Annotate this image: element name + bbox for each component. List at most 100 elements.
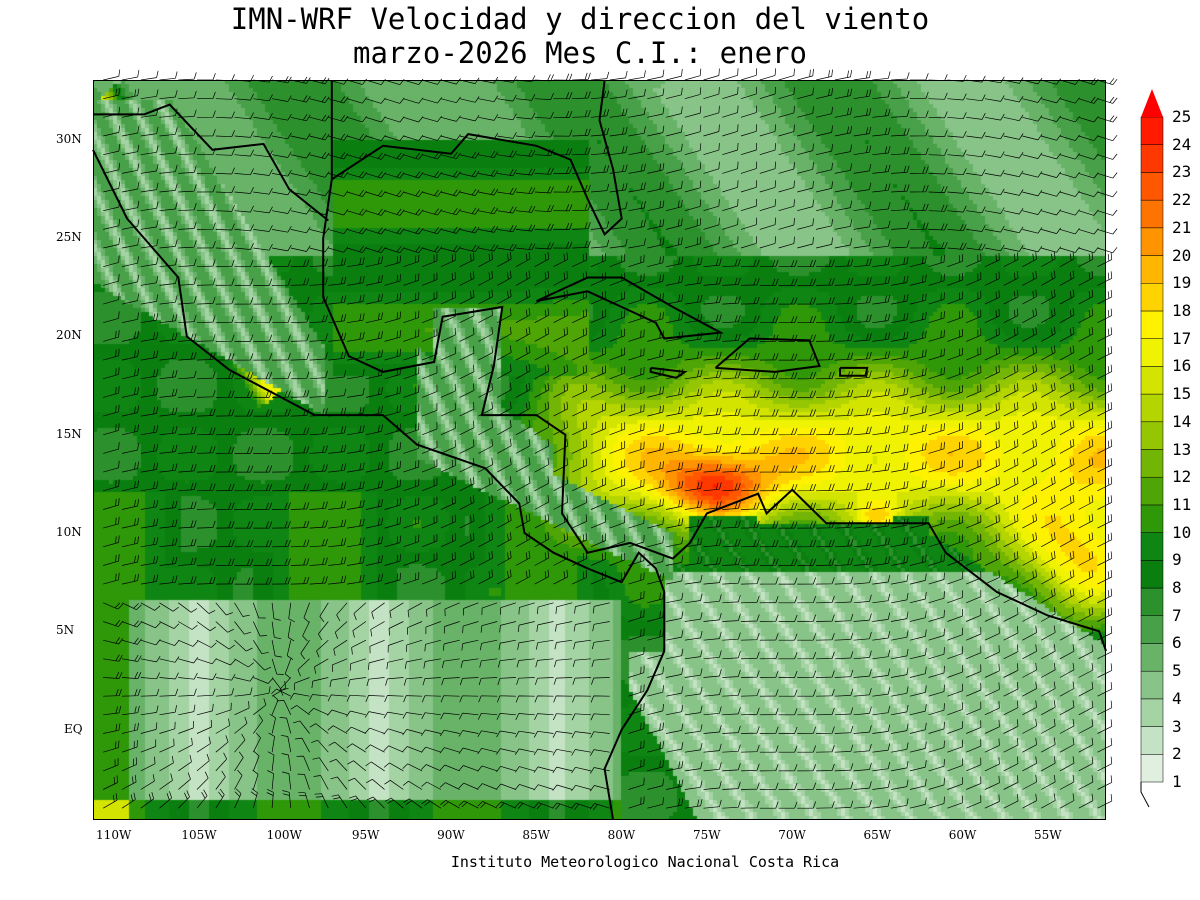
wind-barb xyxy=(909,442,927,454)
wind-barb xyxy=(196,736,211,753)
wind-barb xyxy=(178,146,197,156)
wind-barb xyxy=(290,152,311,159)
wind-barb xyxy=(196,110,216,118)
wind-barb xyxy=(722,445,741,454)
wind-barb xyxy=(555,621,573,632)
wind-barb xyxy=(103,442,120,454)
wind-barb xyxy=(984,701,1000,716)
wind-barb xyxy=(234,168,254,176)
wind-barb xyxy=(816,763,835,772)
wind-barb xyxy=(309,314,328,324)
wind-barb xyxy=(383,728,404,735)
wind-barb xyxy=(590,695,610,703)
wind-barb xyxy=(759,558,779,566)
colorbar-label: 10 xyxy=(1172,522,1192,542)
puerto-rico xyxy=(839,366,869,377)
wind-barb xyxy=(759,577,779,585)
wind-barb xyxy=(684,124,702,137)
wind-barb xyxy=(440,439,456,454)
x-tick-label: 105W xyxy=(181,828,217,842)
wind-barb xyxy=(384,292,402,305)
wind-barb xyxy=(1041,345,1056,361)
wind-barb xyxy=(834,651,854,660)
wind-barb xyxy=(1022,326,1037,342)
wind-barb xyxy=(290,278,310,286)
wind-barb xyxy=(477,801,498,809)
wind-barb xyxy=(928,385,945,398)
wind-barb xyxy=(759,297,779,305)
wind-barb xyxy=(346,245,367,253)
wind-barb xyxy=(478,382,493,398)
wind-barb xyxy=(665,162,683,174)
wind-barb xyxy=(267,751,275,771)
wind-barb xyxy=(421,459,438,473)
wind-barb xyxy=(609,459,626,473)
wind-barb xyxy=(984,225,1005,233)
wind-barb xyxy=(178,90,197,100)
wind-barb xyxy=(853,108,872,118)
wind-barb xyxy=(253,446,273,454)
wind-barb xyxy=(834,632,854,641)
wind-barb xyxy=(1059,532,1075,548)
wind-barb xyxy=(196,771,209,790)
wind-barb xyxy=(279,717,292,734)
wind-barb xyxy=(872,369,891,380)
wind-barb xyxy=(159,656,180,663)
wind-barb xyxy=(347,481,365,492)
wind-barb xyxy=(628,238,646,249)
wind-barb xyxy=(572,327,588,342)
wind-barb xyxy=(909,405,927,417)
wind-barb xyxy=(984,794,1000,809)
wind-barb xyxy=(421,799,442,809)
wind-barb xyxy=(722,314,741,324)
wind-barb xyxy=(966,608,982,622)
wind-barb xyxy=(440,799,460,809)
colorbar-label: 7 xyxy=(1172,605,1182,625)
wind-barb xyxy=(984,458,1000,473)
wind-barb xyxy=(403,273,420,286)
wind-barb xyxy=(328,388,347,398)
wind-barb xyxy=(347,387,365,398)
wind-barb xyxy=(1003,700,1019,716)
wind-barb xyxy=(1059,270,1075,286)
wind-barb xyxy=(271,658,284,675)
wind-barb xyxy=(103,757,119,772)
wind-barb xyxy=(178,538,197,548)
colorbar-swatch xyxy=(1140,449,1164,478)
wind-barb xyxy=(365,536,383,548)
wind-barb xyxy=(103,181,121,193)
wind-barb xyxy=(966,795,982,809)
wind-barb xyxy=(853,594,872,604)
wind-barb xyxy=(665,704,684,716)
wind-barb xyxy=(1003,95,1024,103)
wind-barb xyxy=(459,252,475,268)
wind-barb xyxy=(515,252,531,268)
wind-barb xyxy=(909,368,927,380)
wind-barb xyxy=(759,595,779,604)
wind-barb xyxy=(872,407,891,417)
wind-barb xyxy=(853,575,872,585)
wind-barb xyxy=(647,778,664,790)
wind-barb xyxy=(178,426,197,436)
colorbar-swatch xyxy=(1140,643,1164,672)
wind-barb xyxy=(665,69,683,81)
wind-barb xyxy=(797,68,814,81)
wind-barb xyxy=(1041,401,1056,417)
wind-barb xyxy=(196,658,217,665)
wind-barb xyxy=(253,206,273,214)
colorbar-label: 25 xyxy=(1172,107,1192,126)
wind-barb xyxy=(628,182,646,193)
wind-barb xyxy=(234,521,254,529)
wind-barb xyxy=(403,310,420,324)
wind-barb xyxy=(665,630,684,641)
wind-barb xyxy=(444,602,460,617)
wind-barb xyxy=(553,383,569,398)
wind-barb xyxy=(722,688,741,697)
wind-barb xyxy=(1022,438,1037,454)
colorbar-label: 19 xyxy=(1172,273,1192,293)
wind-barb xyxy=(834,238,853,249)
wind-barb xyxy=(703,333,722,342)
wind-barb xyxy=(778,87,795,100)
wind-barb xyxy=(573,639,592,650)
wind-barb xyxy=(834,259,854,268)
